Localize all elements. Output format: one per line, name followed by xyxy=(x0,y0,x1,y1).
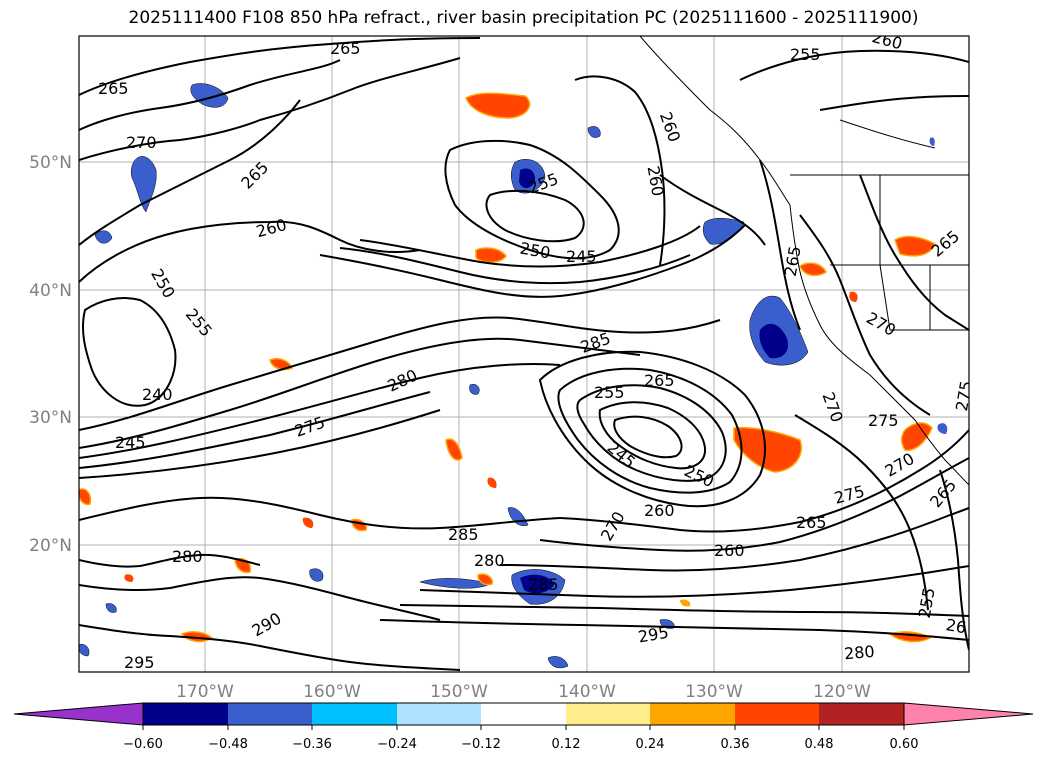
precipitation-shading xyxy=(79,83,948,669)
colorbar-extend-high xyxy=(903,702,1034,726)
contour-label: 295 xyxy=(124,653,155,672)
contour-label: 240 xyxy=(142,385,173,404)
colorbar-tick: 0.48 xyxy=(805,737,834,752)
contour-label: 285 xyxy=(448,525,479,544)
colorbar-segment xyxy=(481,703,566,725)
contour-label: 275 xyxy=(868,411,899,430)
colorbar-segment xyxy=(143,703,228,725)
refractivity-contours xyxy=(79,37,969,671)
contour-label: 245 xyxy=(115,433,146,452)
map-title: 2025111400 F108 850 hPa refract., river … xyxy=(128,8,919,28)
contour-label: 280 xyxy=(172,547,203,566)
colorbar-segment xyxy=(566,703,650,725)
lon-label: 170°W xyxy=(176,682,234,702)
contour-label: 275 xyxy=(952,379,976,412)
contour-label: 285 xyxy=(528,575,559,594)
lon-label: 120°W xyxy=(813,682,871,702)
colorbar-tick: −0.60 xyxy=(123,737,163,752)
colorbar-segment xyxy=(735,703,819,725)
colorbar-segment xyxy=(312,703,397,725)
colorbar-segment xyxy=(228,703,312,725)
colorbar-tick: 0.36 xyxy=(721,737,750,752)
colorbar-tick: 0.12 xyxy=(552,737,581,752)
colorbar-outline xyxy=(142,702,905,726)
colorbar-segment xyxy=(397,703,481,725)
lon-label: 130°W xyxy=(685,682,743,702)
contour-label: 255 xyxy=(790,45,821,64)
colorbar-tick: 0.60 xyxy=(890,737,919,752)
colorbar-extend-low xyxy=(13,702,144,726)
contour-label: 255 xyxy=(594,383,625,402)
contour-label: 260 xyxy=(644,501,675,520)
colorbar-tick: −0.36 xyxy=(292,737,332,752)
contour-label: 265 xyxy=(644,371,675,390)
colorbar-tick: −0.48 xyxy=(208,737,248,752)
map-frame xyxy=(78,35,970,673)
colorbar-tick: −0.24 xyxy=(377,737,417,752)
longitude-labels: 170°W 160°W 150°W 140°W 130°W 120°W xyxy=(176,682,871,702)
lat-label: 40°N xyxy=(29,281,72,301)
contour-label: 245 xyxy=(566,247,597,266)
colorbar-segment xyxy=(650,703,735,725)
colorbar: −0.60 −0.48 −0.36 −0.24 −0.12 0.12 0.24 … xyxy=(13,702,1034,752)
colorbar-segment xyxy=(819,703,904,725)
colorbar-tick: 0.24 xyxy=(636,737,665,752)
contour-label: 265 xyxy=(330,39,361,58)
contour-label: 265 xyxy=(796,513,827,532)
lat-label: 30°N xyxy=(29,408,72,428)
lat-label: 50°N xyxy=(29,153,72,173)
contour-label: 280 xyxy=(843,642,875,664)
contour-label: 26 xyxy=(944,615,967,637)
contour-label: 280 xyxy=(474,551,505,570)
colorbar-tick: −0.12 xyxy=(461,737,501,752)
coastlines xyxy=(639,36,969,486)
lon-label: 140°W xyxy=(558,682,616,702)
latitude-labels: 50°N 40°N 30°N 20°N xyxy=(29,153,72,556)
contour-label: 260 xyxy=(714,541,745,560)
lon-label: 150°W xyxy=(430,682,488,702)
contour-label: 265 xyxy=(98,79,129,98)
contour-label: 270 xyxy=(126,133,157,152)
lon-label: 160°W xyxy=(303,682,361,702)
lat-label: 20°N xyxy=(29,536,72,556)
